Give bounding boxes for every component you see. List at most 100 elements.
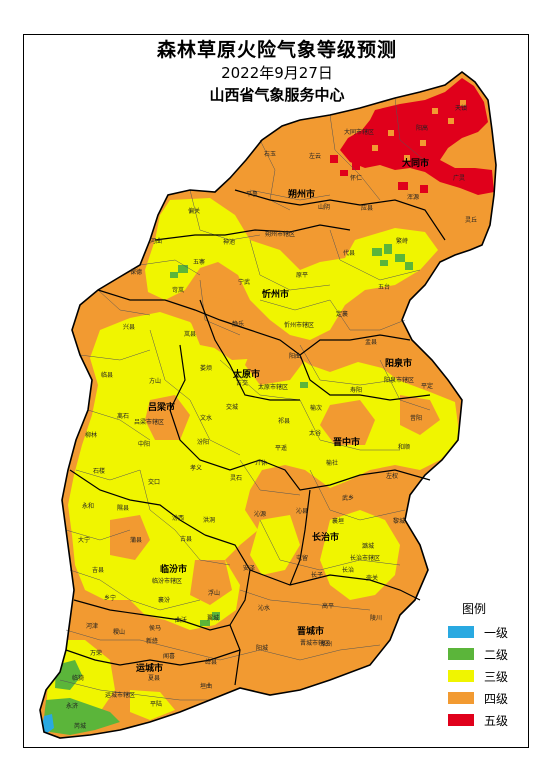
province-outline [39,70,497,739]
legend-item-level-5: 五级 [440,712,530,728]
level-5-zones [330,78,494,195]
city-label-taiyuan: 太原市 [232,368,260,380]
county-label: 广灵 [453,174,465,182]
county-label: 岢岚 [172,287,184,294]
county-label: 娄烦 [200,364,212,372]
county-label: 忻州市辖区 [284,321,314,329]
county-label: 介休 [255,459,267,467]
county-label: 隰县 [117,504,129,512]
county-label: 临汾市辖区 [152,577,182,585]
county-label: 代县 [343,249,355,257]
county-label: 洪洞 [203,516,215,524]
red-zone-speckles [372,100,466,161]
county-label: 天镇 [455,104,467,112]
county-label: 阳曲 [289,352,301,360]
county-label: 浑源 [407,193,419,201]
county-label: 潞城 [362,542,374,550]
county-label: 浮山 [208,589,220,597]
county-label: 古交 [236,379,248,387]
level-1-zones [42,714,54,734]
county-label: 稷山 [113,628,125,636]
county-label: 中阳 [138,440,150,448]
legend-title: 图例 [462,602,487,616]
county-label: 柳林 [85,431,97,439]
county-label: 襄垣 [332,517,344,525]
county-label: 临县 [101,371,113,379]
county-label: 左云 [309,152,321,160]
county-label: 汾阳 [197,438,209,446]
county-label: 吕梁市辖区 [134,418,164,426]
county-label: 岚县 [184,331,196,338]
county-labels: 天镇 阳高 大同市辖区 左云 右玉 怀仁 浑源 灵丘 广灵 平鲁 朔州市辖区 山… [66,104,477,730]
county-label: 侯马 [149,624,161,632]
county-label: 翼城 [207,615,219,622]
county-label: 晋城市辖区 [300,639,330,647]
county-label: 垣曲 [200,682,212,690]
county-label: 芮城 [74,722,86,730]
risk-zones [42,78,494,735]
county-label: 左权 [386,472,398,480]
forecast-date: 2022年9月27日 [221,64,333,82]
map-title: 森林草原火险气象等级预测 [156,39,397,61]
legend-item-level-4: 四级 [440,690,530,706]
county-label: 夏县 [148,675,160,682]
county-label: 右玉 [264,150,276,158]
county-label: 和顺 [398,443,410,451]
county-label: 灵石 [230,475,242,482]
county-label: 运城市辖区 [105,691,135,699]
county-label: 河曲 [150,237,162,245]
county-label: 汾西 [172,514,184,522]
county-label: 古县 [180,535,192,543]
legend-swatch [448,626,474,638]
county-label: 神池 [223,238,235,246]
county-label: 陵川 [370,614,382,622]
county-label: 山阴 [318,203,330,211]
county-label: 平陆 [150,700,162,708]
legend-item-level-3: 三级 [440,668,530,684]
county-label: 沁水 [258,604,270,612]
legend-item-level-1: 一级 [440,624,530,640]
city-label-linfen: 临汾市 [160,563,187,575]
county-label: 永济 [66,702,78,710]
county-label: 孝义 [190,464,202,472]
county-label: 临猗 [72,674,84,682]
county-label: 大同市辖区 [344,128,374,136]
county-label: 屯留 [296,554,308,562]
county-label: 阳城 [256,644,268,652]
county-label: 原平 [296,272,308,279]
county-label: 大宁 [78,536,90,544]
city-label-yangquan: 阳泉市 [385,357,412,369]
county-label: 兴县 [123,323,135,331]
county-label: 保德 [130,268,142,276]
city-labels: 大同市 朔州市 忻州市 太原市 阳泉市 吕梁市 晋中市 长治市 临汾市 晋城市 … [136,157,429,674]
county-label: 宁武 [238,278,250,286]
county-label: 交城 [226,403,238,411]
county-label: 黎城 [393,517,405,525]
city-label-datong: 大同市 [402,157,429,169]
legend-swatch [448,670,474,682]
county-label: 应县 [361,204,373,212]
county-label: 文水 [200,414,212,422]
county-label: 阳泉市辖区 [384,376,414,384]
county-label: 阳高 [416,124,428,132]
level-4-patches [110,295,440,605]
city-boundaries [65,189,446,686]
legend-swatch [448,692,474,704]
county-label: 五台 [378,283,390,291]
county-label: 万荣 [90,649,102,657]
city-label-jincheng: 晋城市 [297,625,324,637]
county-label: 偏关 [188,207,200,215]
county-label: 闻喜 [163,652,175,660]
city-label-jinzhong: 晋中市 [333,436,360,448]
county-label: 榆次 [310,404,322,412]
legend-label: 五级 [484,714,509,728]
county-label: 永和 [82,502,94,510]
county-label: 祁县 [278,417,290,425]
legend-label: 一级 [484,626,509,640]
county-label: 灵丘 [465,217,477,224]
county-label: 静乐 [232,320,244,328]
county-label: 平遥 [275,444,287,452]
county-label: 长治 [342,566,354,574]
city-label-shuozhou: 朔州市 [288,188,315,200]
